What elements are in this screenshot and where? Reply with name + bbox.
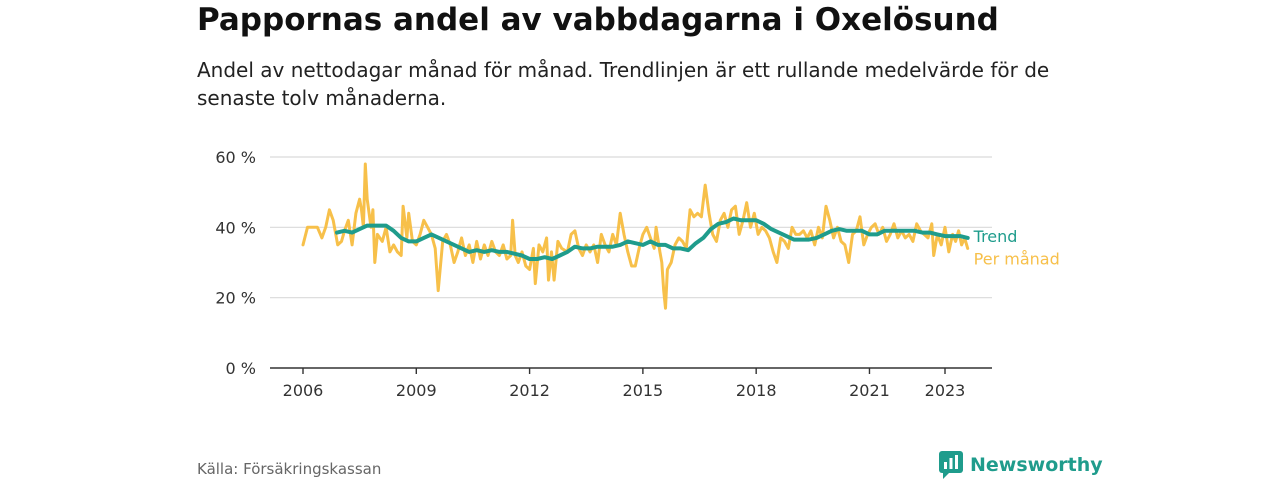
series-labels: Per månad Trend bbox=[973, 227, 1060, 269]
x-tick-label: 2015 bbox=[623, 381, 664, 400]
chart-subtitle: Andel av nettodagar månad för månad. Tre… bbox=[197, 58, 1050, 110]
trend-label: Trend bbox=[973, 227, 1018, 246]
y-tick-label: 40 % bbox=[215, 218, 256, 237]
x-tick-label: 2018 bbox=[736, 381, 777, 400]
x-tick-label: 2009 bbox=[396, 381, 437, 400]
source-note: Källa: Försäkringskassan bbox=[197, 460, 382, 478]
y-tick-label: 20 % bbox=[215, 289, 256, 308]
brand-name: Newsworthy bbox=[970, 454, 1103, 476]
x-tick-label: 2021 bbox=[849, 381, 890, 400]
series-lines bbox=[301, 162, 970, 310]
newsworthy-logo-icon bbox=[939, 451, 963, 479]
y-tick-label: 60 % bbox=[215, 148, 256, 167]
brand-logo[interactable]: Newsworthy bbox=[939, 451, 1103, 479]
x-tick-label: 2006 bbox=[283, 381, 324, 400]
monthly-line bbox=[301, 162, 970, 310]
trend-line bbox=[335, 216, 970, 261]
x-tick-label: 2023 bbox=[925, 381, 966, 400]
y-tick-label: 0 % bbox=[226, 359, 256, 378]
chart-title: Pappornas andel av vabbdagarna i Oxelösu… bbox=[197, 2, 999, 38]
x-tick-label: 2012 bbox=[509, 381, 550, 400]
monthly-label: Per månad bbox=[974, 249, 1060, 268]
axes: 0 % 20 % 40 % 60 % 2006 2009 2012 2015 2018 2021 2… bbox=[215, 148, 992, 400]
